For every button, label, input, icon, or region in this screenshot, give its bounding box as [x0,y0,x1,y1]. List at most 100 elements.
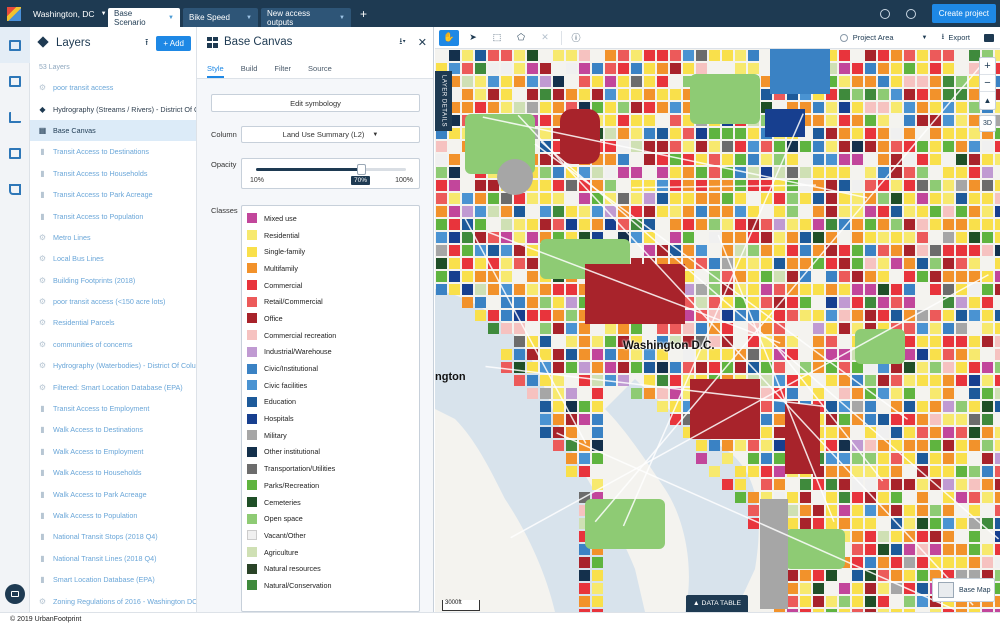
layer-item[interactable]: ⚙ Zoning Regulations of 2016 - Washington… [30,590,196,611]
rail-map-button[interactable] [0,27,30,63]
layer-item[interactable]: ▮ Transit Access to Employment [30,398,196,419]
layer-item[interactable]: ⚙ Residential Parcels [30,312,196,333]
export-icon[interactable]: ⭳ [941,31,945,41]
info-icon[interactable]: ⓘ [571,33,581,43]
tab-build[interactable]: Build [240,64,258,73]
layer-item[interactable]: ▮ National Transit Stops (2018 Q4) [30,526,196,547]
rail-chart-button[interactable] [0,99,30,135]
3d-toggle-button[interactable]: 3D [979,115,996,132]
layer-item[interactable]: ◆ Hydrography (Streams / Rivers) - Distri… [30,98,196,119]
polygon-icon[interactable]: ⬠ [517,32,525,42]
export-button[interactable]: Export [948,33,970,42]
tab-style[interactable]: Style [207,64,224,78]
basemap-button[interactable]: Base Map [932,578,995,602]
land-use-parcel [696,154,707,165]
add-tab-icon[interactable]: + [360,6,368,21]
layer-item[interactable]: ⚙ poor transit access (<150 acre lots) [30,291,196,312]
rail-edit-button[interactable] [0,171,30,207]
land-use-parcel [774,479,785,490]
opacity-slider-thumb[interactable] [357,164,366,175]
opacity-slider-track[interactable] [256,164,406,175]
chevron-down-icon[interactable]: ▼ [168,14,174,21]
layer-item[interactable]: ⚙ Local Bus Lines [30,248,196,269]
land-use-parcel [709,193,720,204]
tab-filter[interactable]: Filter [274,64,292,73]
layer-item[interactable]: ▮ Transit Access to Park Acreage [30,184,196,205]
account-circle-icon[interactable] [905,8,916,19]
layer-item[interactable]: ⚙ Filtered: Smart Location Database (EPA) [30,376,196,397]
tab-new-access-outputs[interactable]: New access outputs ▼ [261,8,351,27]
land-use-parcel [956,206,967,217]
layer-item[interactable]: ⚙ Hydrography (Waterbodies) - District Of… [30,355,196,376]
land-use-parcel [878,76,889,87]
chevron-down-icon[interactable]: ▼ [921,34,928,41]
land-use-map[interactable] [435,49,1000,612]
download-icon[interactable]: ⭳▾ [399,36,406,46]
close-icon[interactable]: ✕ [417,36,427,49]
land-use-parcel [462,76,473,87]
layer-item[interactable]: ▮ National Transit Lines (2018 Q4) [30,548,196,569]
layer-item[interactable]: ▮ Walk Access to Employment [30,441,196,462]
land-use-parcel [670,141,681,152]
tab-base-scenario[interactable]: Base Scenario ▼ [108,8,180,27]
layer-item[interactable]: ⚙ Metro Lines [30,227,196,248]
help-circle-icon[interactable] [879,8,890,19]
land-use-parcel [787,297,798,308]
layer-item[interactable]: ▮ Smart Location Database (EPA) [30,569,196,590]
layer-item[interactable]: ▮ Transit Access to Population [30,205,196,226]
land-use-parcel [969,284,980,295]
add-layer-button[interactable]: + Add [156,35,191,51]
layer-item[interactable]: ⚙ communities of concerns [30,334,196,355]
land-use-parcel [943,466,954,477]
pan-hand-icon[interactable]: ✋ [439,29,459,46]
land-use-parcel [956,180,967,191]
rail-buildings-button[interactable] [0,63,30,99]
tab-source[interactable]: Source [308,64,332,73]
urbanfootprint-logo[interactable] [7,6,21,21]
layer-item[interactable]: ▮ Walk Access to Households [30,462,196,483]
land-use-parcel [995,388,1000,399]
land-use-parcel [449,115,460,126]
layer-item[interactable]: ⚙ poor transit access [30,77,196,98]
chat-button[interactable] [5,584,25,604]
data-table-button[interactable]: ▲ DATA TABLE [686,595,748,612]
layer-item[interactable]: ▮ Walk Access to Population [30,505,196,526]
land-use-parcel [501,63,512,74]
tab-bike-speed[interactable]: Bike Speed ▼ [183,8,258,27]
canvas-header: Base Canvas ⭳▾ ✕ [197,27,433,57]
land-use-parcel [891,245,902,256]
land-use-parcel [943,284,954,295]
land-use-parcel [917,336,928,347]
clear-icon[interactable]: ✕ [541,32,549,42]
chevron-down-icon[interactable]: ▼ [339,14,345,21]
project-area-radio[interactable] [839,33,848,42]
layer-item[interactable]: ▮ Transit Access to Households [30,163,196,184]
land-use-parcel [761,414,772,425]
column-select[interactable]: Land Use Summary (L2) ▼ [241,126,420,143]
layer-item[interactable]: ▮ Transit Access to Destinations [30,141,196,162]
map-view[interactable]: ✋ ➤ ⬚ ⬠ ✕ ⓘ Project Area ▼ ⭳ Export LAYE… [435,27,1000,612]
land-use-parcel [982,271,993,282]
box-select-icon[interactable]: ⬚ [492,32,502,42]
zoom-in-button[interactable]: + [980,58,995,75]
zoom-out-button[interactable]: − [980,75,995,92]
land-use-parcel [696,362,707,373]
land-use-parcel [787,206,798,217]
upload-icon[interactable]: ⭱ [145,37,149,47]
project-area-label[interactable]: Project Area [852,33,894,42]
edit-symbology-button[interactable]: Edit symbology [211,94,420,112]
land-use-parcel [852,232,863,243]
layer-item[interactable]: ▮ Walk Access to Destinations [30,419,196,440]
chevron-down-icon[interactable]: ▼ [246,14,252,21]
layer-item[interactable]: ⚙ Building Footprints (2018) [30,270,196,291]
select-arrow-icon[interactable]: ➤ [469,32,477,42]
layer-item[interactable]: ▮ Walk Access to Park Acreage [30,483,196,504]
rail-table-button[interactable] [0,135,30,171]
land-use-parcel [592,414,603,425]
reset-north-button[interactable]: ▲ [983,96,992,105]
layer-details-tab[interactable]: LAYER DETAILS [435,71,452,131]
create-project-button[interactable]: Create project [931,4,996,23]
layer-item[interactable]: ▦ Base Canvas [30,119,196,142]
camera-icon[interactable] [984,33,994,42]
city-selector[interactable]: Washington, DC ▼ [33,9,108,19]
